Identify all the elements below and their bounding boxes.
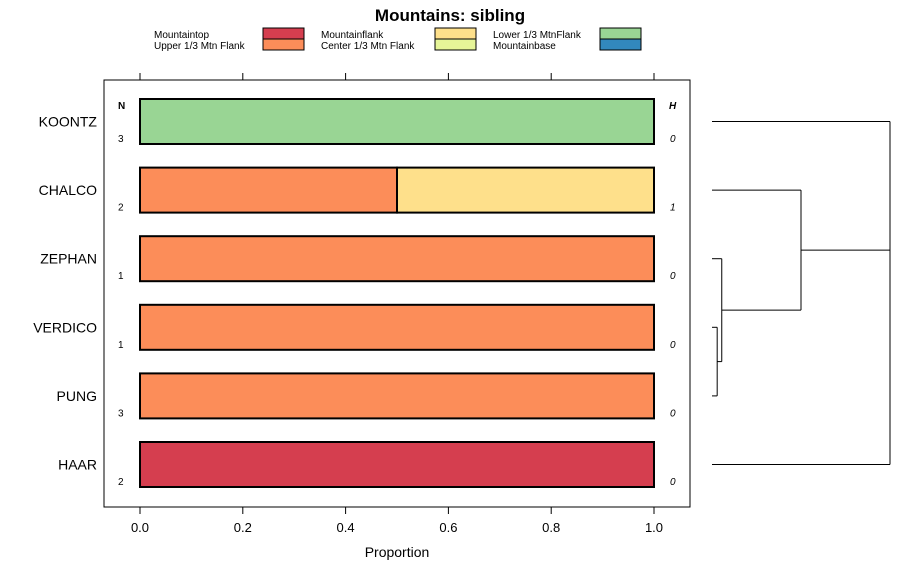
chart-title: Mountains: sibling <box>375 6 525 25</box>
n-value: 3 <box>118 134 124 145</box>
x-axis: 0.0 0.2 0.4 0.6 0.8 1.0 <box>131 73 663 535</box>
row-labels: KOONTZ CHALCO ZEPHAN VERDICO PUNG HAAR <box>33 114 97 473</box>
legend-label: Mountainbase <box>493 41 556 52</box>
h-value: 0 <box>670 408 676 419</box>
legend-label: Lower 1/3 MtnFlank <box>493 30 582 41</box>
n-value: 3 <box>118 408 124 419</box>
bar-segment <box>139 372 655 420</box>
row-label: HAAR <box>58 457 97 473</box>
bars <box>139 98 655 488</box>
n-value: 1 <box>118 271 124 282</box>
h-value: 0 <box>670 271 676 282</box>
x-tick-label: 1.0 <box>645 520 663 535</box>
n-header: N <box>118 101 125 112</box>
h-value: 0 <box>670 134 676 145</box>
legend-swatch <box>262 27 305 40</box>
legend-swatch <box>262 38 305 51</box>
h-header: H <box>669 101 677 112</box>
legend-swatch <box>599 38 642 51</box>
bar-segment <box>139 166 398 214</box>
x-tick-label: 0.4 <box>337 520 355 535</box>
legend-swatch <box>434 38 477 51</box>
n-value: 1 <box>118 340 124 351</box>
plot-frame <box>103 79 691 508</box>
legend-swatch <box>599 27 642 40</box>
x-tick-label: 0.2 <box>234 520 252 535</box>
row-label: PUNG <box>57 388 97 404</box>
x-tick-label: 0.6 <box>439 520 457 535</box>
bar-segment <box>139 235 655 283</box>
legend-label: Upper 1/3 Mtn Flank <box>154 41 246 52</box>
row-label: KOONTZ <box>39 114 98 130</box>
row-label: ZEPHAN <box>40 251 97 267</box>
h-value: 1 <box>670 203 676 214</box>
row-label: CHALCO <box>39 182 97 198</box>
h-value: 0 <box>670 477 676 488</box>
legend-label: Mountaintop <box>154 30 209 41</box>
bar-segment <box>139 441 655 488</box>
legend-label: Mountainflank <box>321 30 384 41</box>
bar-segment <box>139 303 655 351</box>
row-label: VERDICO <box>33 319 97 335</box>
n-value: 2 <box>118 477 124 488</box>
side-values: N H 3 0 2 1 1 0 1 0 3 0 2 0 <box>118 101 677 488</box>
h-value: 0 <box>670 340 676 351</box>
legend-swatch <box>434 27 477 40</box>
dendrogram <box>712 121 891 465</box>
bar-segment <box>139 98 655 145</box>
x-tick-label: 0.8 <box>542 520 560 535</box>
x-tick-label: 0.0 <box>131 520 149 535</box>
bar-segment <box>396 166 655 214</box>
n-value: 2 <box>118 203 124 214</box>
x-axis-title: Proportion <box>365 544 430 560</box>
legend-label: Center 1/3 Mtn Flank <box>321 41 415 52</box>
